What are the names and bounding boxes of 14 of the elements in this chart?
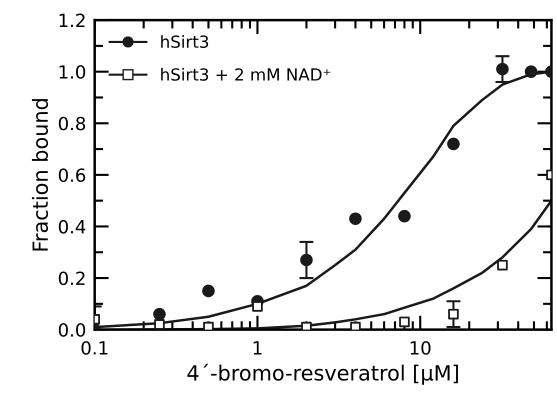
y-tick-label: 0.4	[58, 220, 86, 234]
y-tick-label: 0.6	[58, 168, 86, 182]
y-tick-label: 1.0	[60, 65, 86, 79]
y-tick-label: 1.2	[60, 14, 85, 27]
x-tick-label: 1	[254, 341, 262, 354]
x-tick-label: 10	[410, 341, 431, 355]
y-axis-title: Fraction bound	[32, 99, 48, 251]
x-tick-label: 0.1	[82, 341, 108, 355]
legend-label: hSirt3 + 2 mM NAD⁺	[161, 68, 330, 81]
legend-label: hSirt3	[161, 35, 208, 48]
x-axis-title: 4´-bromo-resveratrol [µM]	[187, 364, 458, 385]
y-tick-label: 0.0	[58, 323, 86, 337]
y-tick-label: 0.2	[58, 272, 85, 286]
y-tick-label: 0.8	[58, 116, 86, 130]
